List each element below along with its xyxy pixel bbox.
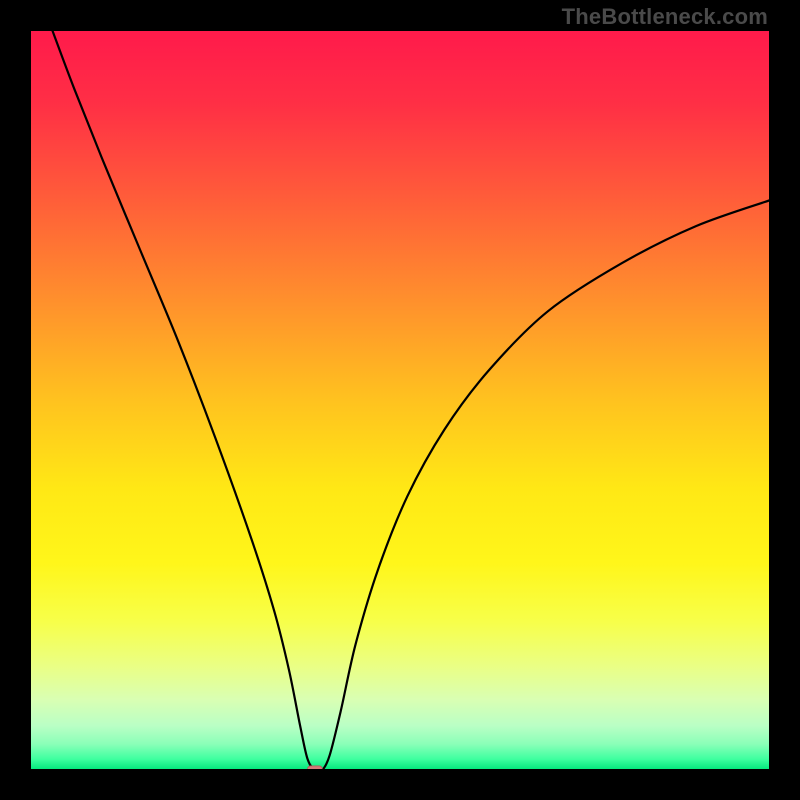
plot-area [30,30,770,770]
chart-root: TheBottleneck.com [0,0,800,800]
gradient-background [30,30,770,770]
watermark-text: TheBottleneck.com [562,4,768,30]
plot-svg [30,30,770,770]
